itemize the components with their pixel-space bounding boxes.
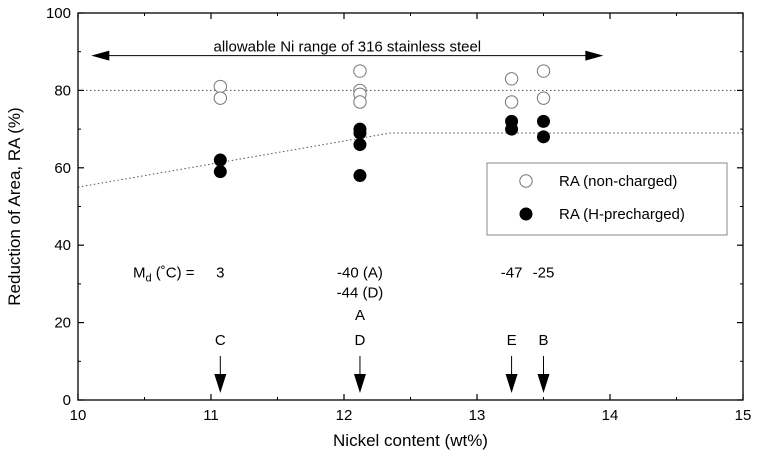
y-tick-label: 40 xyxy=(54,237,71,254)
steel-label: D xyxy=(355,332,366,349)
point-non-charged xyxy=(213,91,228,105)
md-label-main: M xyxy=(133,264,146,281)
y-tick-label: 0 xyxy=(63,392,71,409)
point-h-precharged xyxy=(353,126,367,140)
x-tick-label: 14 xyxy=(602,407,619,424)
point-non-charged xyxy=(504,72,519,86)
y-axis-title: Reduction of Area, RA (%) xyxy=(5,107,24,305)
steel-label: C xyxy=(215,332,226,349)
point-non-charged xyxy=(536,64,551,78)
point-non-charged xyxy=(536,91,551,105)
steel-arrow-head xyxy=(353,374,366,393)
x-tick-label: 13 xyxy=(469,407,486,424)
point-non-charged xyxy=(504,95,519,109)
x-tick-label: 11 xyxy=(203,407,219,424)
point-h-precharged xyxy=(537,130,550,144)
point-h-precharged xyxy=(213,165,227,179)
data-points xyxy=(213,64,551,183)
steel-label: A xyxy=(355,307,365,324)
y-tick-label: 100 xyxy=(46,5,71,22)
point-non-charged xyxy=(353,64,367,78)
x-tick-label: 12 xyxy=(336,407,353,424)
point-h-precharged xyxy=(353,169,367,183)
steel-label: E xyxy=(507,332,517,349)
steel-arrow-head xyxy=(505,374,518,393)
range-arrow-right-head xyxy=(585,50,604,61)
x-tick-label: 10 xyxy=(70,407,87,424)
range-arrow-label: allowable Ni range of 316 stainless stee… xyxy=(213,39,481,56)
point-h-precharged xyxy=(353,138,367,152)
x-axis-title: Nickel content (wt%) xyxy=(333,431,488,450)
md-label-rest: (˚C) = xyxy=(152,264,195,281)
y-tick-label: 80 xyxy=(54,82,71,99)
point-non-charged xyxy=(213,79,228,94)
md-label-sub: d xyxy=(146,272,152,284)
steel-arrow-head xyxy=(537,374,550,393)
legend-marker xyxy=(519,207,533,221)
steel-arrow-head xyxy=(214,374,227,393)
reference-lines xyxy=(77,89,743,188)
point-h-precharged xyxy=(213,153,227,167)
y-tick-label: 60 xyxy=(54,160,71,177)
range-arrow-left-head xyxy=(91,50,110,61)
steel-label: B xyxy=(538,332,548,349)
axes: 10 11 12 13 14 15 0 20 40 60 80 100 Nickel content (… xyxy=(5,5,751,450)
md-label: Md (˚C) = xyxy=(133,264,195,284)
legend-marker xyxy=(519,174,533,188)
md-value: -40 (A) xyxy=(337,264,383,281)
point-h-precharged xyxy=(505,122,519,136)
reference-line-2 xyxy=(77,132,743,188)
md-value: -25 xyxy=(533,264,555,281)
x-tick-label: 15 xyxy=(735,407,752,424)
md-value: -47 xyxy=(501,264,523,281)
point-h-precharged xyxy=(537,114,550,128)
annotations: allowable Ni range of 316 stainless stee… xyxy=(91,39,604,393)
md-value: 3 xyxy=(216,264,224,281)
legend-label: RA (non-charged) xyxy=(559,173,677,190)
legend: RA (non-charged) RA (H-precharged) xyxy=(486,162,728,236)
legend-label: RA (H-precharged) xyxy=(559,206,685,223)
y-tick-label: 20 xyxy=(54,315,71,332)
md-value: -44 (D) xyxy=(337,284,384,301)
point-non-charged xyxy=(353,95,367,109)
